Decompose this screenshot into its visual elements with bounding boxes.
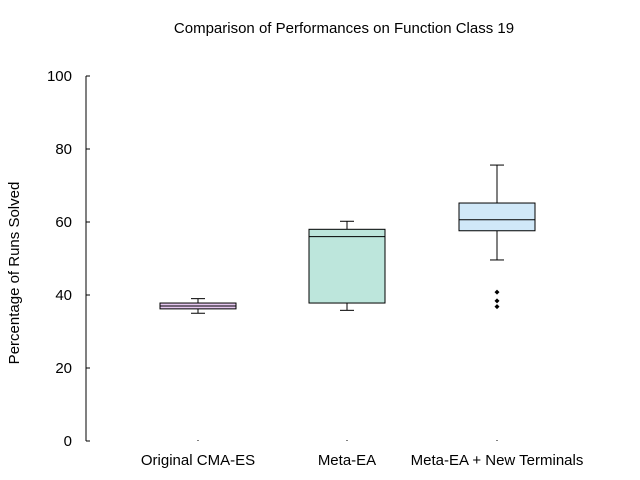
y-tick-label: 100 [47, 68, 72, 85]
y-tick-label: 40 [55, 287, 72, 304]
y-axis-label: Percentage of Runs Solved [6, 182, 23, 365]
outlier-point [494, 289, 500, 295]
outlier-point [494, 298, 500, 304]
y-tick-label: 20 [55, 360, 72, 377]
box-series [159, 164, 536, 314]
y-tick-label: 0 [64, 433, 72, 450]
box-2 [308, 220, 386, 311]
iqr-box [308, 228, 386, 304]
iqr-box [458, 202, 536, 232]
box-3 [458, 164, 536, 310]
y-tick-label: 60 [55, 214, 72, 231]
outlier-point [494, 304, 500, 310]
y-axis-ticks: 0 20 40 60 80 100 [47, 68, 90, 450]
x-axis-labels: Original CMA-ES Meta-EA Meta-EA + New Term… [141, 440, 583, 469]
chart-title: Comparison of Performances on Function C… [174, 20, 514, 37]
y-tick-label: 80 [55, 141, 72, 158]
box-1 [159, 298, 237, 314]
x-category-label: Original CMA-ES [141, 452, 255, 469]
x-category-label: Meta-EA [318, 452, 376, 469]
x-category-label: Meta-EA + New Terminals [411, 452, 584, 469]
